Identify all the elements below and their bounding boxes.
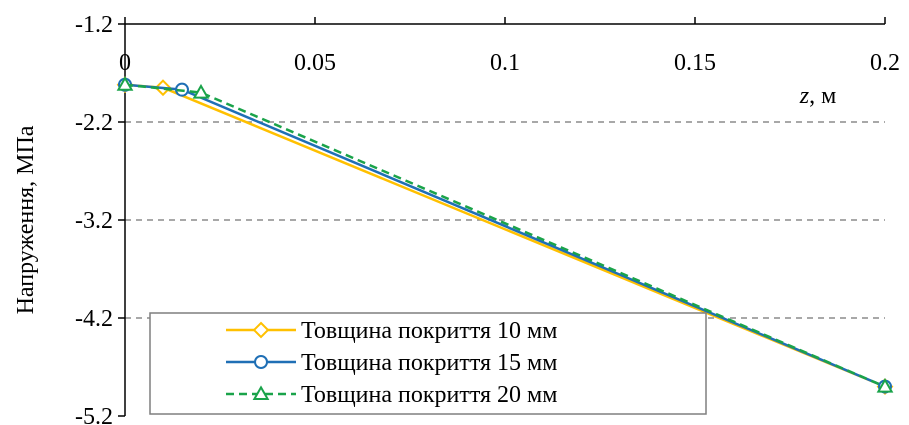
gridlines [125,121,885,319]
legend-label: Товщина покриття 15 мм [301,350,557,376]
legend-label: Товщина покриття 20 мм [301,382,557,408]
y-tick-label: -3.2 [75,208,113,234]
y-tick-label: -4.2 [75,306,113,332]
legend: Товщина покриття 10 мм Товщина покриття 1… [149,312,707,415]
x-tick-label: 0.2 [870,50,900,76]
y-axis-title: Напруження, МПа [13,125,39,314]
triangle-marker [252,385,270,400]
x-tick-label: 0.05 [294,50,336,76]
series-group [116,76,894,396]
x-tick-label: 0.1 [490,50,520,76]
legend-item: Товщина покриття 15 мм [226,350,557,376]
series-3 [116,76,894,393]
x-tick-label: 0.15 [674,50,716,76]
y-tick-label: -2.2 [75,110,113,136]
legend-label: Товщина покриття 10 мм [301,318,557,344]
legend-item: Товщина покриття 10 мм [226,318,557,344]
x-axis-variable: z [799,83,810,109]
legend-item: Товщина покриття 20 мм [226,382,557,408]
x-tick-label: 0 [119,50,131,76]
tick-labels: -1.2 -2.2 -3.2 -4.2 -5.2 0 0.05 0.1 0.15 0.2 [75,12,900,425]
y-tick-label: -5.2 [75,404,113,425]
diamond-marker [252,321,270,339]
triangle-marker [116,76,134,91]
series-line [124,83,886,388]
triangle-marker [876,377,894,393]
x-axis-title: z, м [799,83,837,109]
circle-marker [254,355,268,369]
triangle-marker [192,83,210,99]
y-tick-label: -1.2 [75,12,113,38]
x-axis-unit: , м [809,83,836,109]
